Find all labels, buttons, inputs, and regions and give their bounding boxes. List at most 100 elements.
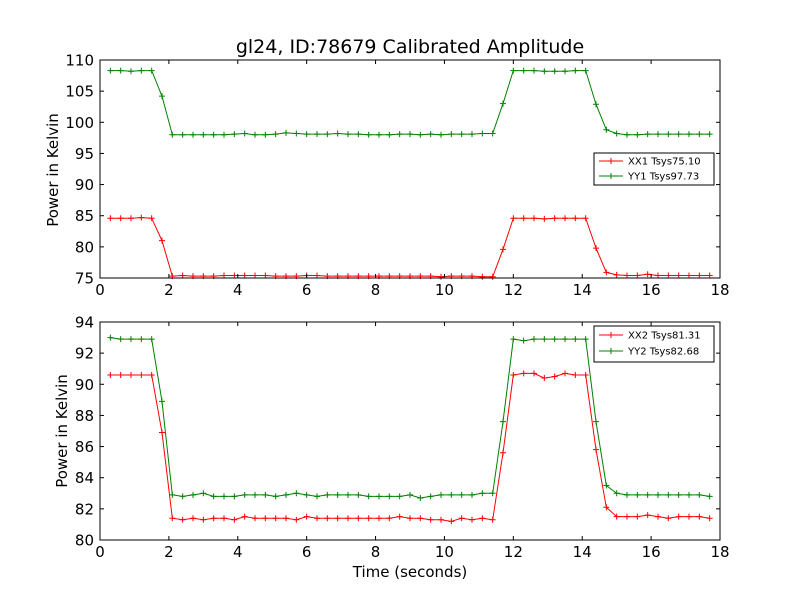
top-series-1-point: [531, 215, 537, 222]
bottom-series-1-point: [458, 515, 465, 522]
bottom-series-2-point: [283, 491, 289, 498]
top-y-axis-label: Power in Kelvin: [44, 113, 62, 227]
bottom-series-1-point: [355, 515, 362, 522]
legend-label-yy2: YY2 Tsys82.68: [627, 347, 699, 358]
top-series-2-point: [241, 130, 248, 137]
top-series-2-point: [572, 67, 579, 74]
bottom-series-1-point: [138, 371, 145, 378]
bottom-series-2-point: [520, 337, 527, 344]
bottom-series-1-point: [117, 371, 124, 378]
top-series-2-point: [562, 68, 568, 75]
bottom-series-2-point: [396, 493, 403, 500]
bottom-series-2-point: [107, 334, 114, 341]
top-x-tick-label: 4: [233, 281, 243, 299]
top-series-1-point: [117, 215, 124, 222]
bottom-series-2-point: [572, 336, 579, 343]
top-series-1-point: [489, 273, 496, 280]
top-series-2-point: [593, 101, 599, 108]
top-y-tick-label: 75: [75, 270, 94, 288]
bottom-series-2-point: [706, 493, 713, 500]
top-series-2-point: [603, 126, 610, 133]
top-series-2-point: [272, 131, 279, 138]
bottom-y-tick-label: 90: [75, 376, 94, 394]
top-series-2-point: [479, 130, 486, 137]
top-series-2-point: [582, 67, 589, 74]
bottom-series-1-point: [541, 375, 548, 382]
bottom-series-2-point: [427, 493, 434, 500]
bottom-series-1-point: [190, 515, 196, 522]
top-series-2-point: [407, 131, 413, 138]
top-series-2-point: [221, 131, 227, 138]
bottom-series-1-point: [531, 370, 537, 377]
bottom-y-tick-label: 86: [75, 438, 94, 456]
bottom-series-1-point: [427, 516, 434, 523]
top-series-2-point: [634, 131, 641, 138]
bottom-series-2-point: [221, 493, 227, 500]
top-series-2-point: [624, 131, 630, 138]
legend-label-yy1: YY1 Tsys97.73: [627, 172, 699, 183]
bottom-x-tick-label: 16: [642, 543, 661, 561]
top-series-2-point: [355, 131, 362, 138]
bottom-series-1-point: [603, 504, 610, 511]
top-axes: 0 2 4 6 8 10 12 14 16 18 75 80 85 90 95 100 105 110: [65, 52, 729, 300]
bottom-series-2-point: [262, 491, 269, 498]
top-series-1-point: [541, 215, 548, 222]
top-series-2-point: [190, 131, 196, 138]
bottom-series-2-point: [159, 398, 165, 405]
top-y-tick-label: 80: [75, 238, 94, 256]
bottom-y-tick-label: 82: [75, 500, 94, 518]
bottom-series-2-point: [252, 491, 258, 498]
bottom-series-1-point: [510, 371, 517, 378]
legend-entry-xx1: XX1 Tsys75.10: [599, 157, 701, 168]
bottom-series-2-point: [582, 336, 589, 343]
top-series-2-point: [686, 131, 692, 138]
bottom-series-2-point: [334, 491, 341, 498]
bottom-series-2-point: [531, 336, 537, 343]
bottom-series-1-point: [644, 512, 651, 519]
top-series-2-point: [283, 129, 289, 136]
bottom-series-2-point: [603, 482, 610, 489]
x-axis-label: Time (seconds): [352, 563, 468, 581]
bottom-series-1-point: [469, 516, 475, 523]
bottom-x-tick-label: 10: [435, 543, 454, 561]
bottom-series-2-point: [417, 494, 424, 501]
bottom-series-2-point: [169, 491, 176, 498]
bottom-series-2-point: [665, 491, 672, 498]
top-series-2-point: [675, 131, 682, 138]
bottom-series-2-point: [551, 336, 558, 343]
top-series-1-point: [107, 215, 114, 222]
top-x-tick-label: 12: [504, 281, 523, 299]
bottom-series-2-point: [303, 491, 310, 498]
bottom-series-1-point: [262, 515, 269, 522]
top-series-1-point: [500, 246, 506, 253]
bottom-x-tick-label: 8: [371, 543, 381, 561]
top-series-2-point: [489, 130, 496, 137]
bottom-series-2-point: [696, 491, 703, 498]
bottom-series-1-point: [241, 513, 248, 520]
top-series-2-point: [293, 130, 300, 137]
top-series-2-point: [551, 68, 558, 75]
top-series-2-point: [303, 131, 310, 138]
bottom-series-1-point: [479, 515, 486, 522]
top-series-2-point: [448, 131, 455, 138]
bottom-series-1-point: [231, 516, 238, 523]
bottom-series-2-point: [458, 491, 465, 498]
bottom-series-2-point: [510, 336, 517, 343]
bottom-series-1-point: [613, 513, 620, 520]
bottom-series-1-point: [500, 449, 506, 456]
top-y-tick-label: 95: [75, 145, 94, 163]
bottom-series-1-point: [696, 513, 703, 520]
bottom-series-1-point: [489, 516, 496, 523]
top-series-2-point: [500, 100, 506, 107]
top-series-2-point: [169, 131, 176, 138]
top-series-2-point: [200, 131, 207, 138]
bottom-legend-box: [593, 325, 715, 363]
top-series-2-point: [231, 131, 238, 138]
bottom-series-2-point: [489, 490, 496, 497]
bottom-series-2-point: [386, 493, 393, 500]
top-series-2-point: [138, 67, 145, 74]
bottom-series-2-point: [675, 491, 682, 498]
top-series-2-point: [345, 131, 351, 138]
top-series-1-point: [644, 271, 651, 278]
